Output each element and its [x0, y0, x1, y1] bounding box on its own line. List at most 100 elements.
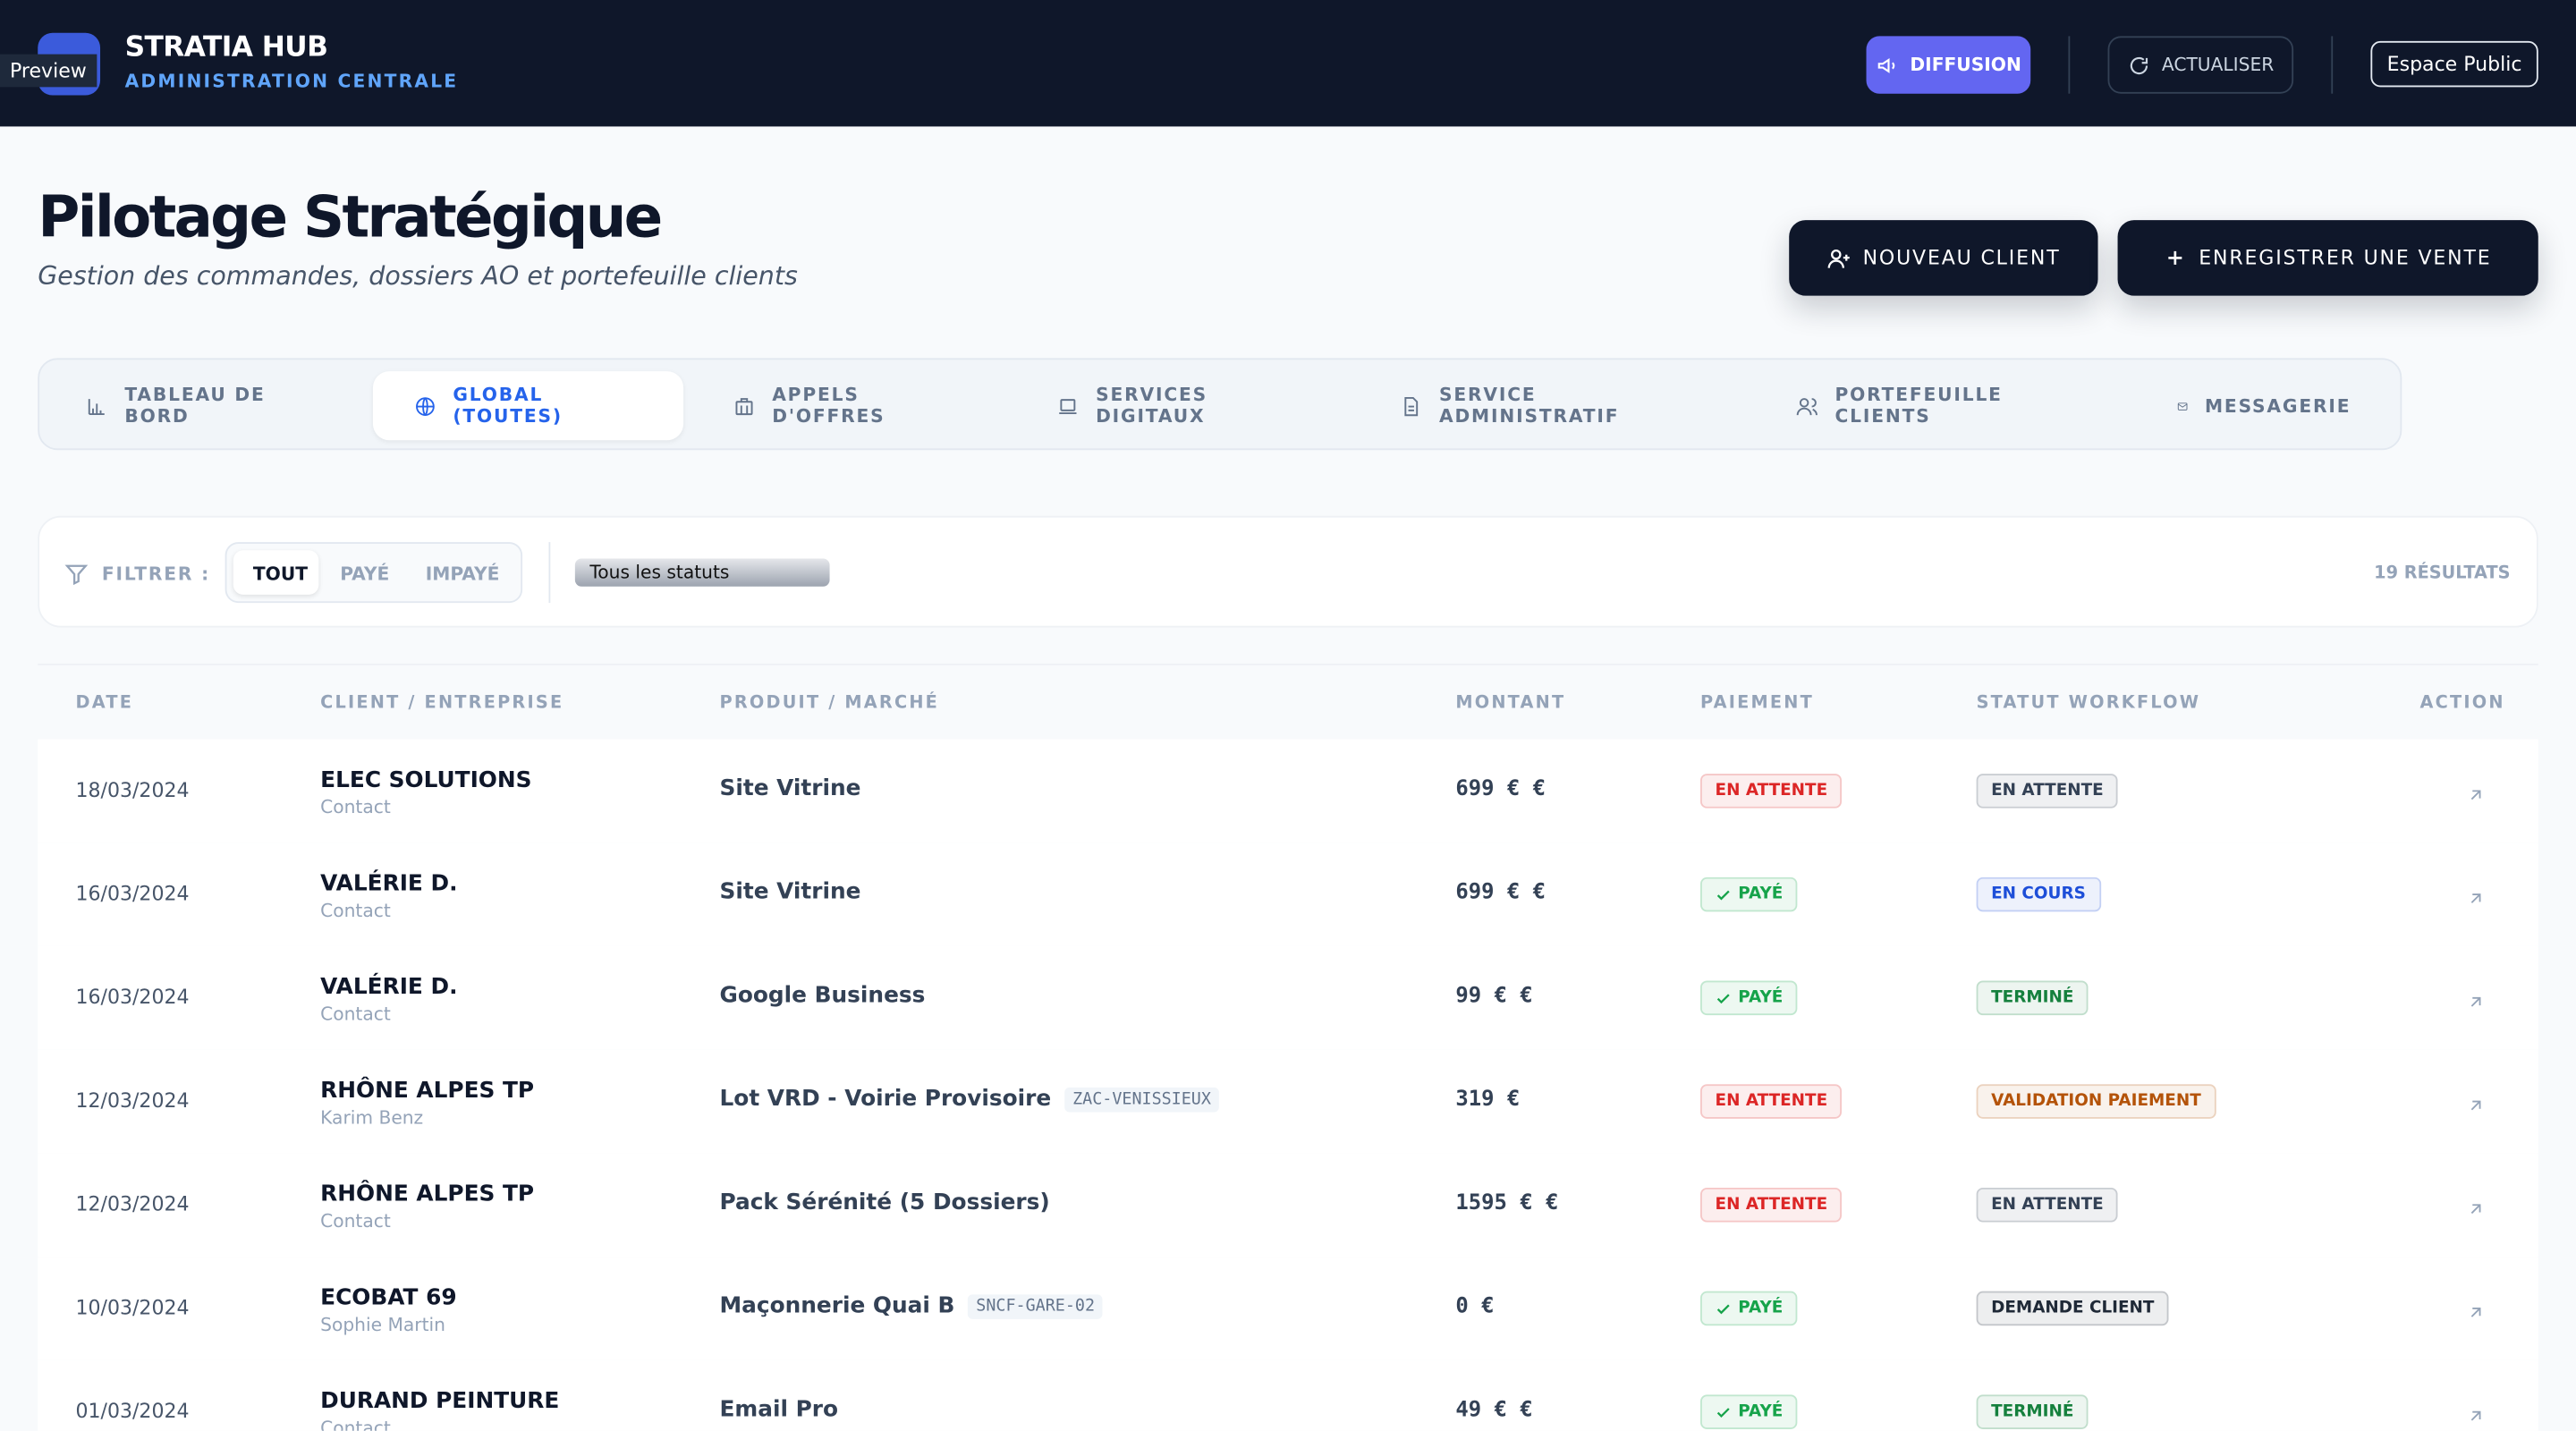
- payment-status: PAYÉ: [1738, 1402, 1784, 1421]
- workflow-badge: EN ATTENTE: [1976, 1187, 2119, 1223]
- button-label: ACTUALISER: [2161, 54, 2275, 76]
- client-name: DURAND PEINTURE: [320, 1388, 560, 1415]
- broadcast-button[interactable]: DIFFUSION: [1866, 36, 2031, 94]
- amount: 0 €: [1455, 1294, 1495, 1319]
- product: Google Business: [719, 982, 926, 1009]
- workflow-status: TERMINÉ: [1991, 988, 2074, 1007]
- table-row[interactable]: 12/03/2024 RHÔNE ALPES TP Contact Pack Séré…: [38, 1153, 2538, 1258]
- payment-status: PAYÉ: [1738, 1299, 1784, 1318]
- segment[interactable]: IMPAYÉ: [425, 563, 500, 585]
- table-row[interactable]: 10/03/2024 ECOBAT 69 Sophie Martin Maçonner…: [38, 1257, 2538, 1362]
- workflow-status: DEMANDE CLIENT: [1991, 1299, 2155, 1318]
- payment-badge: PAYÉ: [1700, 876, 1798, 912]
- tab-label: SERVICES DIGITAUX: [1096, 384, 1208, 428]
- tab[interactable]: MESSAGERIE: [2136, 371, 2393, 440]
- open-action[interactable]: [2466, 780, 2486, 811]
- payment-status: PAYÉ: [1738, 988, 1784, 1007]
- workflow-status: EN ATTENTE: [1991, 782, 2104, 800]
- button-label: ENREGISTRER UNE VENTE: [2199, 246, 2492, 270]
- product-cell: Pack Sérénité (5 Dossiers): [719, 1190, 1049, 1215]
- preview-badge: Preview: [0, 54, 97, 88]
- table-row[interactable]: 18/03/2024 ELEC SOLUTIONS Contact Site Vitr…: [38, 739, 2538, 845]
- client-contact: Contact: [320, 900, 391, 922]
- open-action[interactable]: [2466, 1401, 2486, 1431]
- open-action[interactable]: [2466, 1298, 2486, 1329]
- product-cell: Site Vitrine: [719, 879, 860, 905]
- separator: [2068, 36, 2071, 94]
- filter-icon: [64, 564, 89, 586]
- record-sale-button[interactable]: ENREGISTRER UNE VENTE: [2117, 220, 2538, 296]
- table-header: [38, 664, 2538, 741]
- product-cell: Maçonnerie Quai B SNCF-GARE-02: [719, 1292, 1104, 1319]
- table-row[interactable]: 16/03/2024 VALÉRIE D. Contact Google Busine…: [38, 945, 2538, 1052]
- column-header: PAIEMENT: [1700, 693, 1814, 714]
- workflow-badge: EN COURS: [1976, 876, 2101, 912]
- column-header: CLIENT / ENTREPRISE: [320, 693, 564, 714]
- payment-badge: PAYÉ: [1700, 980, 1798, 1016]
- table-row[interactable]: 16/03/2024 VALÉRIE D. Contact Site Vitrine 6…: [38, 843, 2538, 948]
- column-header: PRODUIT / MARCHÉ: [719, 693, 940, 714]
- date: 16/03/2024: [75, 986, 190, 1009]
- payment-status: EN ATTENTE: [1715, 1092, 1828, 1111]
- amount: 1595 € €: [1455, 1190, 1559, 1216]
- client-contact: Contact: [320, 1418, 391, 1431]
- workflow-badge: TERMINÉ: [1976, 980, 2089, 1016]
- client-name: RHÔNE ALPES TP: [320, 1077, 535, 1105]
- button-label: NOUVEAU CLIENT: [1862, 246, 2061, 270]
- product-cell: Site Vitrine: [719, 775, 860, 801]
- market-tag: ZAC-VENISSIEUX: [1063, 1087, 1220, 1112]
- top-bar: Preview STRATIA HUB ADMINISTRATION CENTR…: [0, 0, 2576, 127]
- tab[interactable]: TABLEAU DE BORD: [45, 371, 363, 440]
- refresh-button[interactable]: ACTUALISER: [2107, 36, 2294, 94]
- workflow-status: VALIDATION PAIEMENT: [1991, 1092, 2201, 1111]
- client-contact: Sophie Martin: [320, 1314, 445, 1336]
- client-name: VALÉRIE D.: [320, 974, 458, 1001]
- workflow-status: EN COURS: [1991, 885, 2086, 904]
- amount: 319 €: [1455, 1087, 1521, 1113]
- product-cell: Lot VRD - Voirie Provisoire ZAC-VENISSIEU…: [719, 1086, 1220, 1112]
- brand-title: STRATIA HUB: [124, 30, 328, 64]
- product: Pack Sérénité (5 Dossiers): [719, 1189, 1050, 1216]
- tab[interactable]: SERVICES DIGITAUX: [1015, 371, 1351, 440]
- segment[interactable]: TOUT: [252, 563, 309, 585]
- open-action[interactable]: [2466, 987, 2486, 1019]
- open-action[interactable]: [2466, 1194, 2486, 1225]
- workflow-badge: EN ATTENTE: [1976, 774, 2119, 809]
- segment[interactable]: PAYÉ: [340, 563, 390, 585]
- tab[interactable]: SERVICE ADMINISTRATIF: [1359, 371, 1746, 440]
- client-contact: Contact: [320, 1210, 391, 1232]
- tab-label: MESSAGERIE: [2204, 394, 2351, 417]
- payment-badge: EN ATTENTE: [1700, 1084, 1843, 1119]
- payment-status: PAYÉ: [1738, 885, 1784, 904]
- client-name: RHÔNE ALPES TP: [320, 1181, 535, 1208]
- public-space-button[interactable]: Espace Public: [2370, 40, 2538, 88]
- tab[interactable]: APPELS D'OFFRES: [691, 371, 1007, 440]
- tab-label: GLOBAL (TOUTES): [453, 384, 563, 428]
- client-name: ELEC SOLUTIONS: [320, 766, 532, 794]
- date: 10/03/2024: [75, 1296, 190, 1319]
- amount: 699 € €: [1455, 776, 1546, 802]
- workflow-badge: DEMANDE CLIENT: [1976, 1291, 2169, 1326]
- new-client-button[interactable]: NOUVEAU CLIENT: [1789, 220, 2098, 296]
- table-row[interactable]: 12/03/2024 RHÔNE ALPES TP Karim Benz Lot VR…: [38, 1049, 2538, 1156]
- tab[interactable]: GLOBAL (TOUTES): [372, 371, 684, 441]
- open-action[interactable]: [2466, 1091, 2486, 1122]
- column-header: MONTANT: [1455, 693, 1566, 714]
- client-contact: Contact: [320, 796, 391, 818]
- tab[interactable]: PORTEFEUILLE CLIENTS: [1755, 371, 2128, 440]
- open-action[interactable]: [2466, 884, 2486, 915]
- workflow-status: EN ATTENTE: [1991, 1196, 2104, 1215]
- tab-label: PORTEFEUILLE CLIENTS: [1835, 384, 2003, 428]
- payment-badge: PAYÉ: [1700, 1291, 1798, 1326]
- status-select[interactable]: Tous les statuts: [574, 558, 830, 587]
- client-name: ECOBAT 69: [320, 1284, 457, 1311]
- separator: [548, 542, 551, 604]
- table-row[interactable]: 01/03/2024 DURAND PEINTURE Contact Email Pr…: [38, 1359, 2538, 1431]
- date: 12/03/2024: [75, 1088, 190, 1113]
- column-header: DATE: [75, 693, 134, 714]
- separator: [2331, 36, 2334, 94]
- product: Maçonnerie Quai B: [719, 1292, 955, 1319]
- column-header: ACTION: [2419, 693, 2505, 714]
